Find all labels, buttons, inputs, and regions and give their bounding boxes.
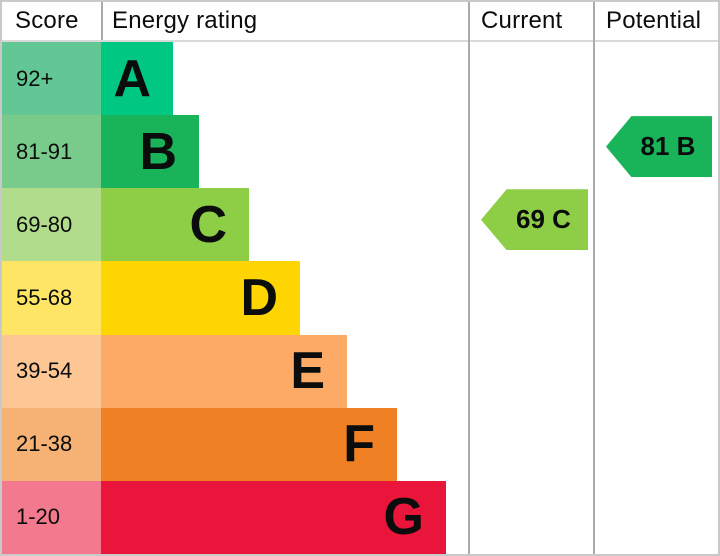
band-bar-c: C: [101, 188, 249, 262]
header-potential: Potential: [606, 7, 702, 34]
band-row-a: 92+ A: [2, 42, 718, 116]
header-score: Score: [15, 7, 79, 34]
band-letter-d: D: [240, 268, 278, 327]
band-letter-e: E: [290, 342, 325, 401]
potential-rating-arrow: 81 B: [606, 116, 712, 178]
band-row-g: 1-20 G: [2, 480, 718, 554]
score-range-c: 69-80: [2, 188, 101, 262]
score-range-b: 81-91: [2, 115, 101, 189]
band-row-c: 69-80 C: [2, 188, 718, 262]
band-row-b: 81-91 B: [2, 115, 718, 189]
current-rating-arrow: 69 C: [481, 189, 588, 251]
band-letter-c: C: [189, 195, 227, 254]
band-letter-f: F: [343, 415, 375, 474]
divider-current-column: [468, 2, 470, 554]
band-letter-g: G: [383, 488, 424, 547]
band-letter-b: B: [139, 122, 177, 181]
score-range-f: 21-38: [2, 407, 101, 481]
band-bar-d: D: [101, 261, 300, 335]
band-bar-b: B: [101, 115, 199, 189]
band-bar-g: G: [101, 480, 446, 554]
table-header: Score Energy rating Current Potential: [2, 2, 718, 42]
score-range-e: 39-54: [2, 334, 101, 408]
score-range-d: 55-68: [2, 261, 101, 335]
divider-potential-column: [593, 2, 595, 554]
band-bar-f: F: [101, 407, 397, 481]
score-range-a: 92+: [2, 42, 101, 116]
score-range-g: 1-20: [2, 480, 101, 554]
band-rows: 92+ A 81-91 B 69-80 C 55-68 D 39-54 E 21…: [2, 42, 718, 554]
band-row-e: 39-54 E: [2, 334, 718, 408]
band-bar-e: E: [101, 334, 347, 408]
header-energy-rating: Energy rating: [112, 7, 258, 34]
divider-score-column: [101, 2, 103, 40]
band-letter-a: A: [113, 49, 151, 108]
band-row-f: 21-38 F: [2, 407, 718, 481]
header-current: Current: [481, 7, 563, 34]
band-row-d: 55-68 D: [2, 261, 718, 335]
band-bar-a: A: [101, 42, 173, 116]
